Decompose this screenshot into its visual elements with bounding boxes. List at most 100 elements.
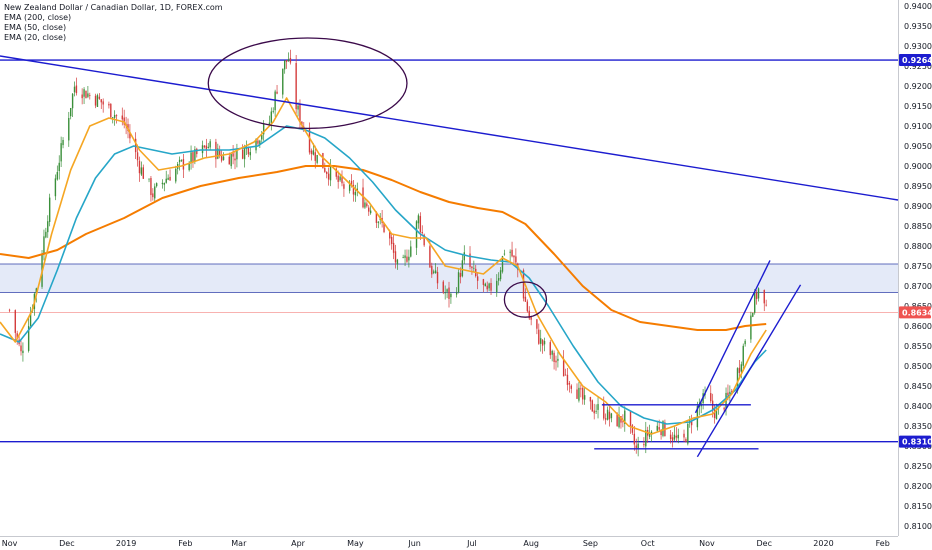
candle-body [272, 110, 274, 112]
candle-body [482, 279, 485, 285]
candle-body [557, 358, 559, 361]
x-tick-label: Feb [178, 539, 192, 548]
candle-body [603, 403, 605, 419]
candle-body [54, 178, 57, 197]
candle-body [56, 172, 59, 180]
current-price-tag [899, 306, 931, 319]
candle-body [459, 273, 462, 278]
ema20-line [0, 97, 767, 435]
candle-body [687, 423, 689, 444]
legend-ema50: EMA (50, close) [4, 23, 67, 32]
candle-body [48, 197, 51, 222]
candle-body [530, 316, 532, 320]
candle-body [549, 342, 551, 356]
x-tick-label: Dec [59, 539, 74, 548]
candle-body [98, 96, 101, 99]
candle-body [715, 410, 718, 420]
candle-body [377, 221, 380, 223]
candle-body [752, 312, 754, 317]
candle-body [528, 310, 530, 319]
candle-body [108, 103, 110, 106]
x-tick-label: 2019 [116, 539, 136, 548]
candle-body [410, 246, 412, 257]
candle-body [673, 434, 676, 440]
candle-body [343, 184, 345, 189]
candle-body [429, 246, 431, 268]
candle-body [541, 339, 544, 346]
candle-body [616, 413, 618, 427]
candle-body [192, 152, 194, 162]
candle-body [629, 410, 632, 427]
candle-body [650, 431, 653, 435]
channel-bottom-line [696, 284, 802, 458]
candle-body [656, 425, 658, 431]
y-axis-area [898, 0, 932, 550]
candle-body [123, 117, 125, 125]
candle-body [262, 123, 265, 135]
candle-body [154, 186, 156, 199]
candle-body [234, 158, 236, 161]
candle-body [165, 178, 167, 183]
candle-body [274, 91, 276, 111]
legend-ema200: EMA (200, close) [4, 13, 72, 22]
highlight-ellipse-1 [207, 37, 408, 130]
candle-body [228, 156, 230, 165]
candle-body [442, 281, 444, 293]
candle-body [178, 159, 181, 163]
candle-body [576, 389, 578, 399]
candle-body [283, 60, 286, 70]
candle-body [383, 222, 385, 233]
candle-body [597, 404, 599, 410]
candle-body [73, 86, 76, 93]
x-tick-label: Jul [466, 539, 477, 548]
candle-body [339, 176, 341, 181]
candle-body [624, 410, 626, 424]
candle-body [81, 94, 83, 99]
support-price-tag [899, 435, 931, 448]
x-tick-label: May [347, 539, 364, 548]
candle-body [289, 57, 292, 63]
candle-body [364, 202, 366, 208]
candle-body [620, 416, 622, 423]
candle-body [763, 289, 765, 304]
candle-body [522, 270, 525, 299]
x-tick-label: Oct [641, 539, 655, 548]
candle-body [230, 154, 232, 167]
candle-body [463, 252, 465, 261]
candle-body [515, 256, 517, 263]
candle-body [457, 272, 460, 292]
candle-body [112, 117, 114, 119]
candle-body [406, 256, 408, 262]
candle-body [690, 421, 693, 426]
legend: New Zealand Dollar / Canadian Dollar, 1D… [4, 3, 223, 43]
candle-body [618, 414, 620, 428]
candle-body [473, 267, 475, 269]
candle-body [606, 409, 609, 420]
candle-body [152, 193, 154, 198]
candle-body [27, 326, 30, 351]
candle-body [167, 177, 169, 180]
candle-body [564, 374, 567, 376]
candle-body [513, 255, 515, 258]
candle-body [155, 183, 158, 187]
candle-body [113, 114, 116, 118]
candle-body [501, 256, 504, 272]
candle-body [295, 62, 297, 110]
candle-body [631, 425, 634, 433]
candle-body [209, 141, 211, 148]
candle-body [350, 180, 353, 186]
candle-body [150, 178, 152, 196]
candle-body [648, 432, 651, 438]
candle-body [604, 418, 607, 420]
x-tick-label: Jun [407, 539, 421, 548]
candle-body [259, 140, 261, 145]
candle-body [610, 413, 613, 419]
legend-ema20: EMA (20, close) [4, 33, 67, 42]
